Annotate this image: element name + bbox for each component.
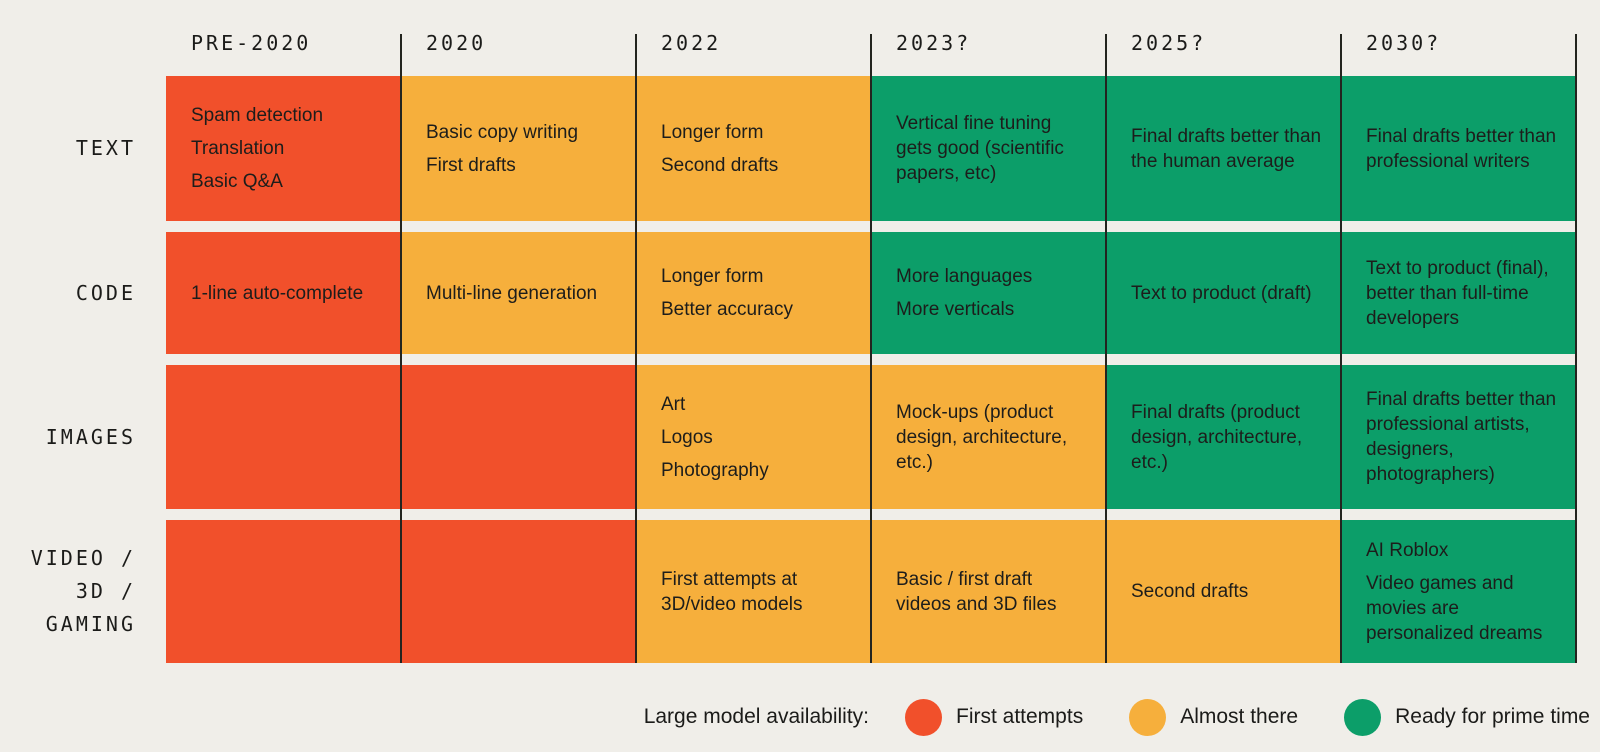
table-cell: Basic copy writing First drafts [401,76,636,221]
row-label-line: VIDEO / [30,546,136,570]
table-cell: Art Logos Photography [636,365,871,509]
cell-text: AI Roblox [1366,539,1449,561]
legend-item: First attempts [905,698,1084,736]
row-label-line: TEXT [75,136,136,160]
table-cell: Longer form Better accuracy [636,232,871,354]
cell-text: Basic Q&A [191,171,283,192]
table-cell: Final drafts better than professional wr… [1341,76,1576,221]
table-cell: Final drafts better than the human avera… [1106,76,1341,221]
column-header: 2025? [1131,31,1207,55]
cell-text: First drafts [426,154,516,176]
table-cell: Longer form Second drafts [636,76,871,221]
availability-table: PRE-2020 2020 2022 2023? 2025? 2030? TEXT Spam … [0,30,1576,663]
table-cell: Final drafts better than professional ar… [1341,365,1576,509]
column-divider-line [1340,34,1342,663]
table-cell [401,520,636,663]
table-cell: Final drafts (product design, architectu… [1106,365,1341,509]
column-divider-line [635,34,637,663]
cell-text: Logos [661,426,713,448]
cell-text: Final drafts better than the human avera… [1131,125,1322,172]
row-label: VIDEO / 3D / GAMING [0,520,166,663]
table-cell: Multi-line generation [401,232,636,354]
cell-text: First attempts at 3D/video models [661,568,803,615]
row-label-line: GAMING [45,612,136,636]
table-cell: Mock-ups (product design, architecture, … [871,365,1106,509]
cell-text: Longer form [661,266,764,287]
row-label: TEXT [0,76,166,221]
cell-text: More languages [896,266,1033,287]
row-label-line: IMAGES [45,424,136,449]
cell-text: Text to product (draft) [1131,282,1312,304]
table-corner-spacer [0,30,166,65]
row-label: IMAGES [0,365,166,509]
legend-item-label: Almost there [1180,705,1299,728]
row-label-line: 3D / [75,579,136,603]
table-cell: Text to product (final), better than ful… [1341,232,1576,354]
legend: Large model availability: First attempts… [644,690,1590,744]
column-divider-line [1575,34,1577,663]
legend-title: Large model availability: [643,705,869,728]
table-cell: First attempts at 3D/video models [636,520,871,663]
table-cell [166,365,401,509]
cell-text: Text to product (final), better than ful… [1366,257,1549,329]
legend-swatch-icon [1344,698,1382,736]
cell-text: Art [661,393,686,415]
cell-text: Final drafts (product design, architectu… [1131,401,1303,473]
cell-text: Longer form [661,121,764,143]
cell-text: Spam detection [191,105,324,126]
legend-swatch-icon [905,698,942,736]
row-label: CODE [0,232,166,354]
row-label-line: CODE [75,280,136,305]
table-cell: 1-line auto-complete [166,232,401,354]
cell-text: Final drafts better than professional ar… [1366,389,1557,485]
table-cell: Spam detection Translation Basic Q&A [166,76,401,221]
legend-items: First attempts Almost there Ready for prim… [905,698,1590,736]
column-header: 2022 [661,31,722,55]
cell-text: More verticals [896,299,1015,320]
column-divider-line [400,34,402,663]
legend-item: Almost there [1129,698,1299,736]
column-divider-line [870,34,872,663]
cell-text: Multi-line generation [426,282,598,304]
column-header: 2030? [1366,31,1442,55]
table-cell: Text to product (draft) [1106,232,1341,354]
cell-text: Final drafts better than professional wr… [1366,125,1557,172]
cell-text: Second drafts [661,154,779,176]
legend-item: Ready for prime time [1344,698,1590,736]
cell-text: Vertical fine tuning gets good (scientif… [896,113,1064,184]
cell-text: Better accuracy [661,299,793,320]
table-cell: Vertical fine tuning gets good (scientif… [871,76,1106,221]
cell-text: Mock-ups (product design, architecture, … [896,401,1068,473]
legend-item-label: First attempts [956,705,1084,728]
legend-item-label: Ready for prime time [1395,705,1590,728]
cell-text: Photography [661,459,769,481]
table-cell [401,365,636,509]
cell-text: Basic / first draft videos and 3D files [896,568,1057,615]
table-cell: Basic / first draft videos and 3D files [871,520,1106,663]
table-cell: Second drafts [1106,520,1341,663]
table-cell: More languages More verticals [871,232,1106,354]
legend-swatch-icon [1129,698,1167,736]
column-header: 2020 [426,31,487,55]
cell-text: Basic copy writing [426,121,579,143]
column-divider-line [1105,34,1107,663]
cell-text: Second drafts [1131,581,1249,602]
cell-text: Video games and movies are personalized … [1366,572,1543,644]
cell-text: Translation [191,138,285,159]
column-header: PRE-2020 [191,31,312,55]
cell-text: 1-line auto-complete [191,282,364,304]
table-cell: AI Roblox Video games and movies are pers… [1341,520,1576,663]
column-header: 2023? [896,31,972,55]
table-cell [166,520,401,663]
